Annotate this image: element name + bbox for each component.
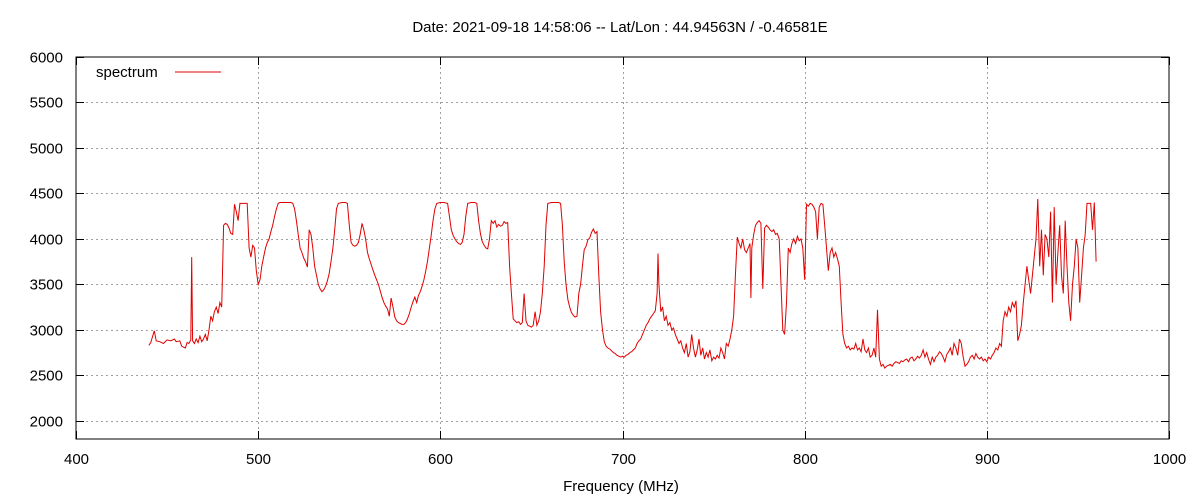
- y-tick-label: 3000: [30, 323, 63, 340]
- axis-ticks: 2000 2500 3000 3500 4000 4500 5000 5500 6000 400 5…: [30, 50, 1187, 469]
- x-axis-label: Frequency (MHz): [563, 478, 679, 495]
- x-tick-label: 1000: [1153, 451, 1186, 468]
- grid-lines: [76, 57, 1169, 439]
- chart-title: Date: 2021-09-18 14:58:06 -- Lat/Lon : 4…: [412, 19, 827, 36]
- y-tick-label: 4500: [30, 186, 63, 203]
- plot-frame: [75, 56, 1170, 440]
- series-line-spectrum: [148, 198, 1097, 369]
- x-tick-label: 400: [64, 451, 89, 468]
- x-tick-label: 800: [793, 451, 818, 468]
- x-tick-label: 600: [428, 451, 453, 468]
- x-tick-label: 900: [975, 451, 1000, 468]
- y-tick-label: 5500: [30, 95, 63, 112]
- legend: spectrum: [96, 64, 221, 81]
- y-tick-label: 2500: [30, 368, 63, 385]
- y-tick-label: 6000: [30, 50, 63, 67]
- y-tick-label: 4000: [30, 232, 63, 249]
- legend-label: spectrum: [96, 64, 158, 81]
- x-tick-label: 700: [611, 451, 636, 468]
- plot-area: [148, 198, 1097, 369]
- y-tick-label: 5000: [30, 141, 63, 158]
- x-tick-label: 500: [246, 451, 271, 468]
- y-tick-label: 3500: [30, 277, 63, 294]
- y-tick-label: 2000: [30, 414, 63, 431]
